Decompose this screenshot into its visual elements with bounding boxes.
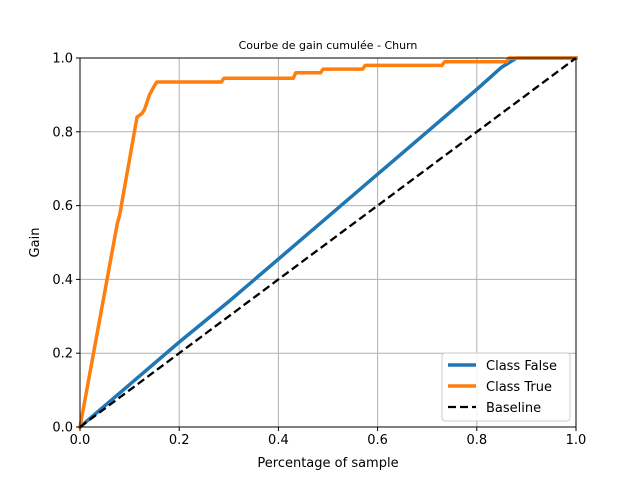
x-tick-label: 0.4 <box>268 433 289 448</box>
legend-label-class-true: Class True <box>486 380 552 395</box>
legend: Class False Class True Baseline <box>441 352 571 422</box>
y-tick-label: 0.8 <box>52 125 73 140</box>
series-layer <box>77 56 578 430</box>
legend-box <box>441 352 571 422</box>
series-line-class-false <box>77 56 578 430</box>
y-tick-label: 0.2 <box>52 347 73 362</box>
chart-title: Courbe de gain cumulée - Churn <box>239 39 418 52</box>
x-axis-label: Percentage of sample <box>257 456 398 471</box>
x-tick-label: 0.2 <box>169 433 190 448</box>
x-tick-label: 1.0 <box>566 433 587 448</box>
plot-frame <box>79 57 577 428</box>
series-line-class-true <box>77 56 578 430</box>
x-tick-label: 0.0 <box>70 433 91 448</box>
y-tick-label: 1.0 <box>52 52 73 67</box>
y-tick-label: 0.6 <box>52 199 73 214</box>
ticks: 0.0 0.2 0.4 0.6 0.8 1.0 0.0 0.2 0.4 0.6 0.8 1.0 <box>52 52 586 449</box>
y-axis-label: Gain <box>28 228 43 258</box>
legend-label-baseline: Baseline <box>486 401 541 416</box>
legend-label-class-false: Class False <box>486 359 557 374</box>
y-tick-label: 0.0 <box>52 421 73 436</box>
x-tick-label: 0.6 <box>367 433 388 448</box>
series-line-baseline <box>79 57 577 428</box>
x-tick-label: 0.8 <box>466 433 487 448</box>
y-tick-label: 0.4 <box>52 273 73 288</box>
